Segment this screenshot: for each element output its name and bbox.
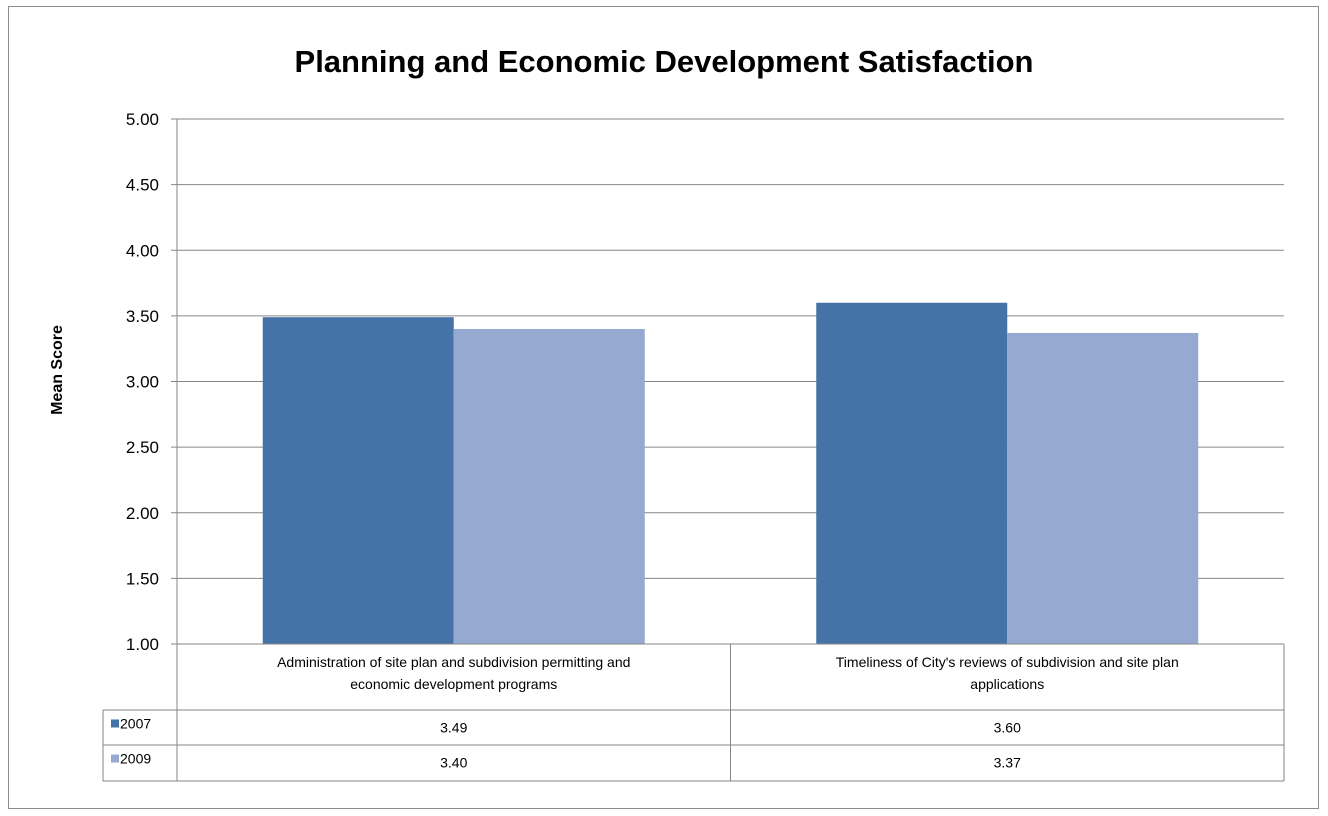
category-label: Administration of site plan and subdivis… [277,654,630,670]
y-tick-label: 1.00 [126,635,159,654]
y-tick-label: 5.00 [126,110,159,129]
bar-2009-1 [453,329,645,644]
y-tick-label: 2.50 [126,438,159,457]
category-label: economic development programs [350,676,557,692]
data-label-2009-2: 3.37 [994,755,1021,771]
y-tick-label: 4.50 [126,176,159,195]
legend-key-2009 [111,754,119,763]
category-label: Timeliness of City's reviews of subdivis… [836,654,1179,670]
data-label-2007-2: 3.60 [994,720,1021,736]
data-label-2009-1: 3.40 [440,755,467,771]
legend-label-2007: 2007 [120,716,151,732]
bar-2007-2 [816,302,1008,644]
y-tick-label: 1.50 [126,569,159,588]
y-tick-label: 2.00 [126,504,159,523]
bar-2007-1 [262,317,454,644]
data-label-2007-1: 3.49 [440,720,467,736]
y-tick-label: 3.50 [126,307,159,326]
legend-key-2007 [111,719,119,728]
legend-label-2009: 2009 [120,751,151,767]
category-label: applications [970,676,1044,692]
bar-2009-2 [1007,332,1199,644]
chart-title: Planning and Economic Development Satisf… [294,44,1034,79]
y-tick-label: 3.00 [126,373,159,392]
y-tick-label: 4.00 [126,241,159,260]
